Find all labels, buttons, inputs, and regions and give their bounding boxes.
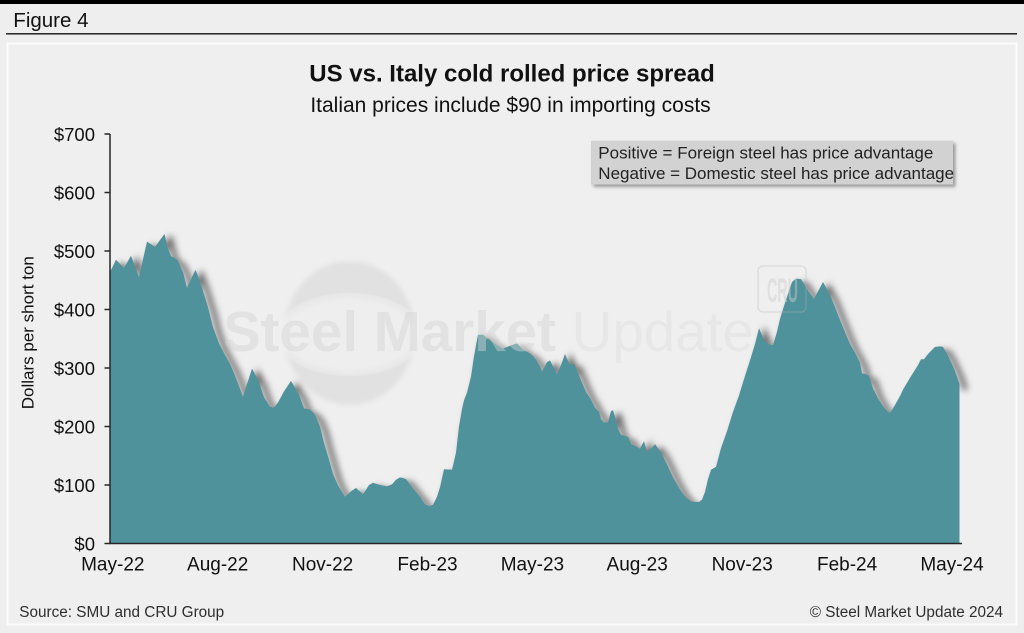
svg-text:Source: SMU and CRU Group: Source: SMU and CRU Group	[19, 604, 224, 621]
svg-text:$400: $400	[54, 300, 95, 321]
svg-text:Dollars per short ton: Dollars per short ton	[19, 256, 38, 409]
svg-text:CRU: CRU	[767, 271, 798, 310]
svg-text:Feb-24: Feb-24	[817, 555, 878, 576]
svg-text:Nov-23: Nov-23	[712, 555, 773, 576]
svg-text:$100: $100	[54, 475, 95, 496]
svg-text:$0: $0	[74, 534, 95, 555]
svg-text:May-22: May-22	[81, 555, 144, 576]
svg-text:May-23: May-23	[501, 555, 564, 576]
svg-text:May-24: May-24	[920, 555, 984, 576]
svg-text:Positive = Foreign steel has p: Positive = Foreign steel has price advan…	[598, 144, 933, 163]
svg-text:Aug-23: Aug-23	[607, 555, 668, 576]
svg-text:Italian prices include $90 in: Italian prices include $90 in importing …	[310, 94, 710, 117]
svg-text:Negative = Domestic steel has: Negative = Domestic steel has price adva…	[598, 164, 954, 183]
svg-text:$200: $200	[54, 417, 95, 438]
svg-text:Aug-22: Aug-22	[187, 555, 248, 576]
svg-text:Steel Market Update: Steel Market Update	[223, 300, 754, 363]
svg-text:© Steel Market Update 2024: © Steel Market Update 2024	[810, 604, 1004, 621]
svg-text:$700: $700	[54, 124, 95, 145]
svg-text:$500: $500	[54, 241, 95, 262]
svg-text:$300: $300	[54, 358, 95, 379]
svg-text:Feb-23: Feb-23	[397, 555, 457, 576]
svg-text:$600: $600	[54, 183, 95, 204]
svg-text:Nov-22: Nov-22	[292, 555, 353, 576]
svg-text:US vs. Italy cold rolled price: US vs. Italy cold rolled price spread	[309, 61, 714, 88]
svg-text:Figure 4: Figure 4	[13, 9, 88, 32]
